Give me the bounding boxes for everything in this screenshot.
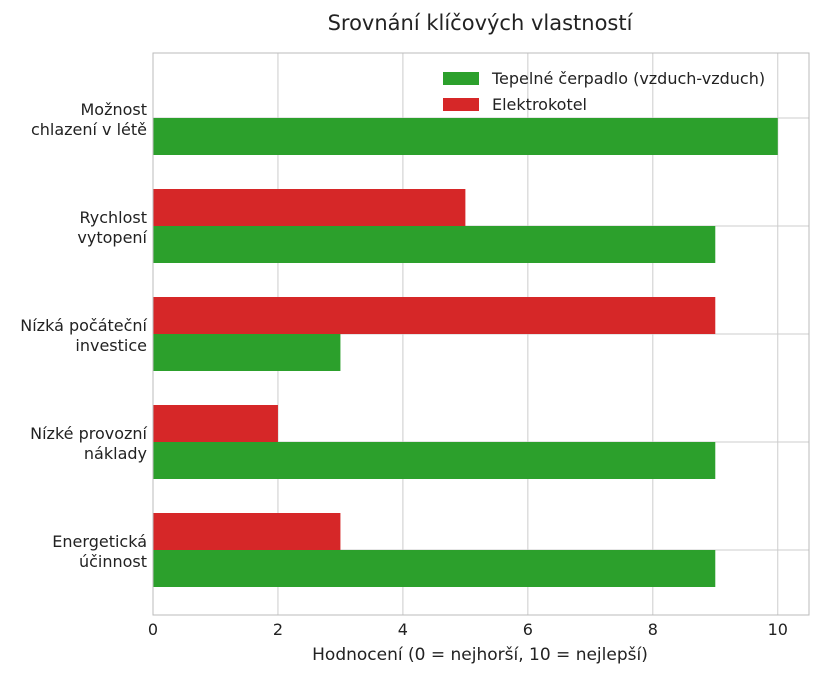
y-tick-label-1: Rychlost vytopení: [77, 208, 147, 247]
x-tick-label-1: 2: [273, 620, 283, 639]
chart-title: Srovnání klíčových vlastností: [328, 11, 634, 35]
legend-swatch-electric-boiler: [443, 98, 479, 111]
x-tick-label-2: 4: [398, 620, 408, 639]
y-tick-label-2: Nízká počáteční investice: [20, 316, 147, 355]
x-axis-label: Hodnocení (0 = nejhorší, 10 = nejlepší): [312, 645, 648, 665]
bar-electric-boiler-4: [153, 513, 341, 550]
y-tick-label-0: Možnost chlazení v létě: [31, 100, 147, 139]
legend: Tepelné čerpadlo (vzduch-vzduch) Elektro…: [443, 69, 765, 114]
bar-heat-pump-3: [153, 442, 716, 479]
x-tick-label-0: 0: [148, 620, 158, 639]
bar-heat-pump-4: [153, 550, 716, 587]
legend-label-electric-boiler: Elektrokotel: [492, 95, 587, 114]
plot-frame: [152, 52, 810, 616]
x-tick-label-5: 10: [768, 620, 788, 639]
bar-heat-pump-0: [153, 118, 778, 155]
x-tick-labels: 0 2 4 6 8 10: [148, 620, 788, 639]
bar-heat-pump-2: [153, 334, 341, 371]
y-tick-label-3: Nízké provozní náklady: [30, 424, 147, 463]
bar-heat-pump-1: [153, 226, 716, 263]
bar-electric-boiler-3: [153, 405, 278, 442]
legend-swatch-heat-pump: [443, 72, 479, 85]
bars: [153, 118, 778, 587]
y-tick-labels: Možnost chlazení v létě Rychlost vytopení Ní…: [20, 100, 147, 571]
y-tick-label-4: Energetická účinnost: [52, 532, 147, 571]
bar-electric-boiler-1: [153, 189, 466, 226]
legend-label-heat-pump: Tepelné čerpadlo (vzduch-vzduch): [491, 69, 765, 88]
x-tick-label-3: 6: [523, 620, 533, 639]
bar-electric-boiler-2: [153, 297, 716, 334]
x-tick-label-4: 8: [648, 620, 658, 639]
